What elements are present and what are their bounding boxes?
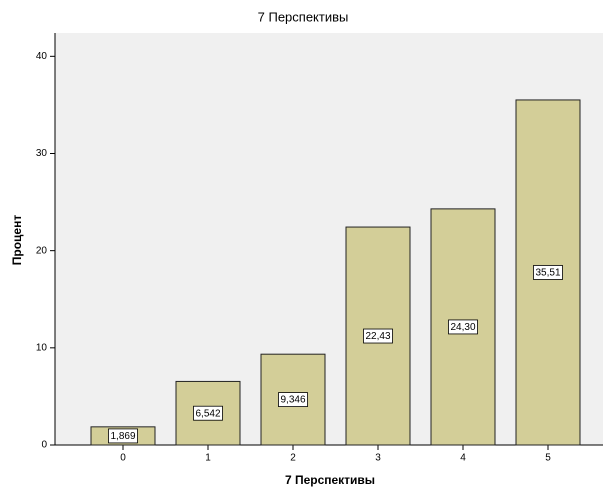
y-tick-label: 0 <box>41 440 47 451</box>
x-tick-label: 2 <box>290 453 296 464</box>
x-tick-label: 5 <box>545 453 551 464</box>
value-label: 1,869 <box>110 431 135 442</box>
value-label-box <box>278 392 308 407</box>
plot-area <box>55 33 603 445</box>
value-label-box <box>108 428 138 444</box>
y-tick-label: 40 <box>36 51 48 62</box>
value-label: 9,346 <box>280 395 305 406</box>
x-tick-label: 4 <box>460 453 466 464</box>
value-label: 24,30 <box>450 322 475 333</box>
value-label-box <box>363 328 393 344</box>
y-tick-label: 30 <box>36 148 48 159</box>
y-axis-title: Процент <box>10 215 24 266</box>
value-label-box <box>193 405 223 421</box>
value-label-box <box>533 265 563 280</box>
y-tick-label: 10 <box>36 342 48 353</box>
x-tick-label: 0 <box>120 453 126 464</box>
x-tick-label: 1 <box>205 453 211 464</box>
value-label-box <box>448 319 478 335</box>
value-label: 6,542 <box>195 408 220 419</box>
chart-title: 7 Перспективы <box>258 9 349 24</box>
x-tick-label: 3 <box>375 453 381 464</box>
y-tick-label: 20 <box>36 245 48 256</box>
bar <box>260 353 326 446</box>
x-axis-title: 7 Перспективы <box>285 473 375 487</box>
value-label: 22,43 <box>365 331 390 342</box>
value-label: 35,51 <box>535 268 560 279</box>
